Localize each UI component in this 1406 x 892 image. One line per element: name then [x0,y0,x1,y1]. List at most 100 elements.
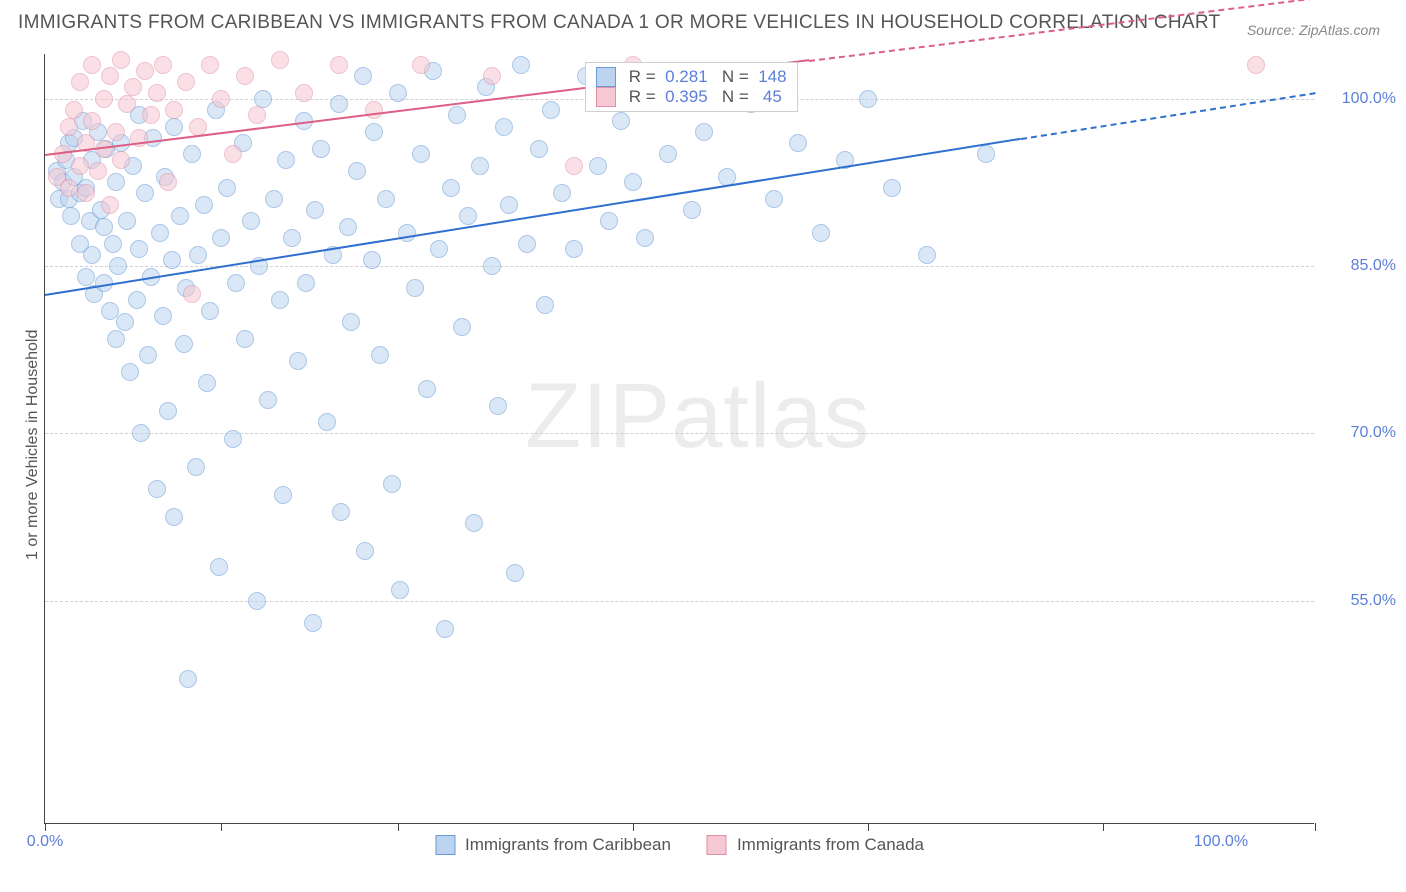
gridline [45,266,1314,267]
data-point [95,90,113,108]
data-point [224,430,242,448]
data-point [412,145,430,163]
data-point [342,313,360,331]
data-point [201,302,219,320]
watermark: ZIPatlas [525,364,870,469]
data-point [765,190,783,208]
data-point [165,118,183,136]
data-point [453,318,471,336]
data-point [189,246,207,264]
data-point [274,486,292,504]
data-point [363,251,381,269]
data-point [659,145,677,163]
data-point [171,207,189,225]
data-point [165,508,183,526]
data-point [789,134,807,152]
legend-label: Immigrants from Canada [737,835,924,855]
data-point [179,670,197,688]
xtick-label: 0.0% [27,833,63,851]
stats-text: R = 0.395 N = 45 [624,87,782,107]
data-point [83,56,101,74]
data-point [104,235,122,253]
data-point [107,173,125,191]
legend-item-canada: Immigrants from Canada [707,835,924,855]
data-point [371,346,389,364]
data-point [83,112,101,130]
data-point [277,151,295,169]
data-point [136,184,154,202]
data-point [1247,56,1265,74]
data-point [116,313,134,331]
data-point [107,123,125,141]
data-point [354,67,372,85]
data-point [977,145,995,163]
data-point [289,352,307,370]
data-point [101,67,119,85]
data-point [89,162,107,180]
data-point [128,291,146,309]
data-point [132,424,150,442]
data-point [600,212,618,230]
swatch-icon [596,67,616,87]
data-point [198,374,216,392]
data-point [201,56,219,74]
data-point [518,235,536,253]
stats-row: R = 0.281 N = 148 [596,67,787,87]
data-point [683,201,701,219]
ytick-label: 85.0% [1351,257,1396,275]
plot-area: ZIPatlas Immigrants from Caribbean Immig… [44,54,1314,824]
xtick [1315,823,1316,831]
data-point [154,56,172,74]
data-point [448,106,466,124]
data-point [436,620,454,638]
data-point [183,285,201,303]
data-point [500,196,518,214]
data-point [136,62,154,80]
data-point [918,246,936,264]
data-point [212,229,230,247]
data-point [121,363,139,381]
data-point [60,118,78,136]
data-point [412,56,430,74]
data-point [306,201,324,219]
data-point [495,118,513,136]
swatch-icon [435,835,455,855]
data-point [151,224,169,242]
legend-bottom: Immigrants from Caribbean Immigrants fro… [435,835,924,855]
data-point [218,179,236,197]
data-point [389,84,407,102]
data-point [83,246,101,264]
data-point [589,157,607,175]
data-point [883,179,901,197]
data-point [283,229,301,247]
data-point [148,480,166,498]
ytick-label: 70.0% [1351,424,1396,442]
data-point [330,95,348,113]
data-point [65,101,83,119]
data-point [471,157,489,175]
data-point [383,475,401,493]
source-label: Source: ZipAtlas.com [1247,22,1380,38]
data-point [159,402,177,420]
data-point [118,212,136,230]
data-point [624,173,642,191]
data-point [210,558,228,576]
data-point [154,307,172,325]
data-point [248,106,266,124]
data-point [212,90,230,108]
data-point [248,592,266,610]
data-point [459,207,477,225]
data-point [318,413,336,431]
data-point [312,140,330,158]
data-point [60,179,78,197]
data-point [107,330,125,348]
xtick [1103,823,1104,831]
data-point [95,218,113,236]
data-point [348,162,366,180]
data-point [304,614,322,632]
data-point [465,514,483,532]
xtick [45,823,46,831]
data-point [175,335,193,353]
data-point [553,184,571,202]
stats-text: R = 0.281 N = 148 [624,67,787,87]
